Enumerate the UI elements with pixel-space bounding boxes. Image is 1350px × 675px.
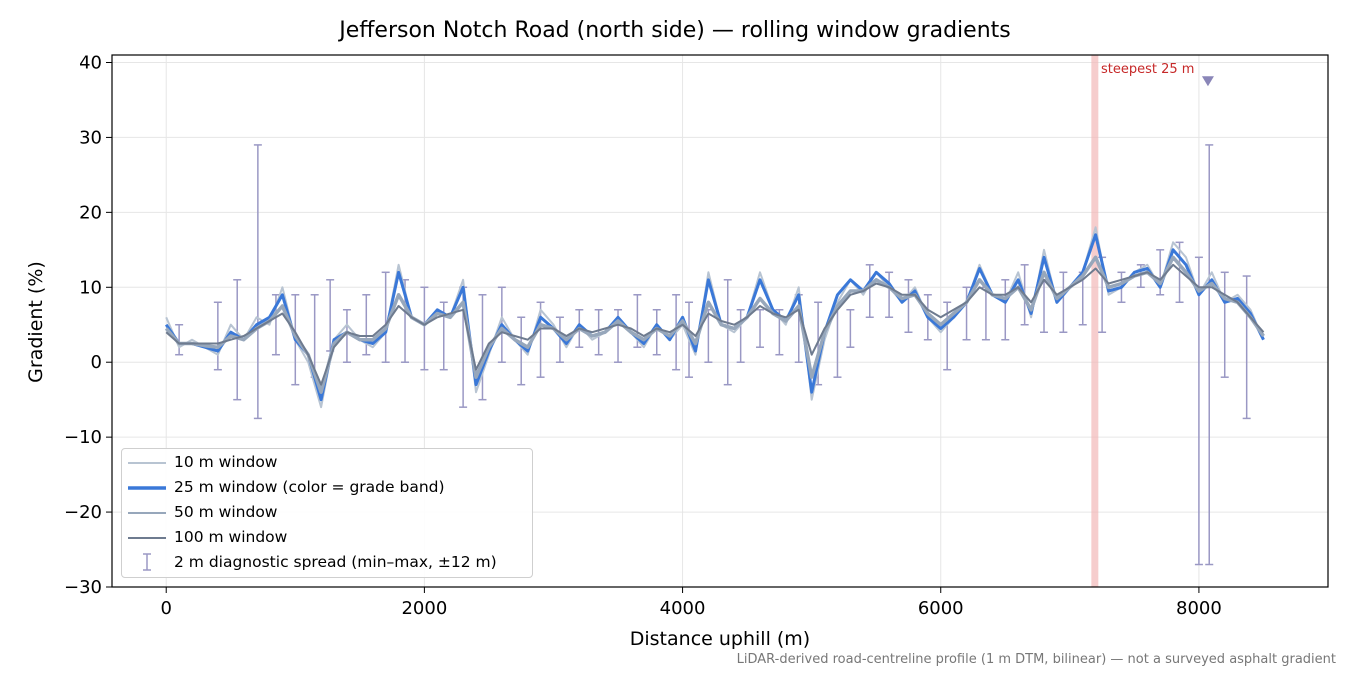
legend-swatch-10m [128, 462, 166, 464]
y-tick-label: 0 [91, 352, 102, 373]
legend-item-25m: 25 m window (color = grade band) [122, 476, 532, 500]
y-tick-label: 20 [79, 202, 102, 223]
legend-swatch-50m [128, 512, 166, 514]
legend-label-10m: 10 m window [174, 453, 278, 471]
chart-title: Jefferson Notch Road (north side) — roll… [339, 18, 1011, 43]
legend-label-100m: 100 m window [174, 528, 288, 546]
legend-item-50m: 50 m window [122, 501, 532, 525]
legend-swatch-100m [128, 537, 166, 539]
legend-item-spread: 2 m diagnostic spread (min–max, ±12 m) [122, 551, 532, 575]
legend-item-10m: 10 m window [122, 451, 532, 475]
x-tick-label: 4000 [660, 598, 706, 619]
x-tick-label: 0 [160, 598, 171, 619]
steepest-marker [1201, 76, 1214, 87]
legend-swatch-25m [128, 486, 166, 490]
y-tick-label: 40 [79, 52, 102, 73]
y-tick-label: −10 [64, 427, 102, 448]
plot-frame [111, 54, 1329, 588]
chart-legend: 10 m window 25 m window (color = grade b… [121, 448, 533, 578]
chart-footnote: LiDAR-derived road-centreline profile (1… [736, 652, 1336, 667]
y-tick-label: −30 [64, 577, 102, 598]
steepest-annotation: steepest 25 m [1101, 62, 1195, 77]
x-tick-label: 6000 [918, 598, 964, 619]
legend-item-100m: 100 m window [122, 526, 532, 550]
legend-swatch-spread [143, 553, 151, 571]
x-tick-label: 8000 [1176, 598, 1222, 619]
y-tick-label: 10 [79, 277, 102, 298]
legend-label-spread: 2 m diagnostic spread (min–max, ±12 m) [174, 553, 497, 571]
y-tick-label: 30 [79, 127, 102, 148]
x-tick-label: 2000 [401, 598, 447, 619]
y-tick-label: −20 [64, 502, 102, 523]
y-axis-label: Gradient (%) [25, 261, 47, 383]
steepest-highlight-band [1091, 55, 1099, 587]
legend-label-50m: 50 m window [174, 503, 278, 521]
legend-label-25m: 25 m window (color = grade band) [174, 478, 445, 496]
x-axis-label: Distance uphill (m) [629, 628, 811, 650]
series-100m-line [165, 263, 1265, 386]
